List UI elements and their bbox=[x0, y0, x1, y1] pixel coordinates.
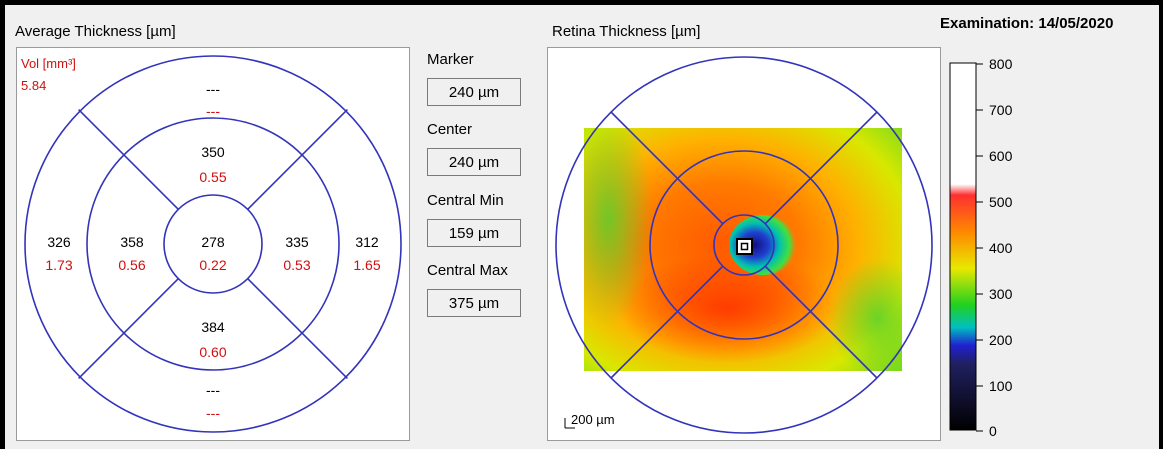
scale-bar-label: 200 µm bbox=[571, 412, 615, 427]
scale-tick-700: 700 bbox=[989, 102, 1013, 118]
thickness-map: 200 µm bbox=[555, 56, 933, 434]
outer-top-thickness: --- bbox=[206, 81, 220, 97]
outer-left-volume: 1.73 bbox=[45, 257, 72, 273]
color-scale: 800 700 600 500 400 300 200 100 0 bbox=[949, 56, 1013, 439]
inner-right-volume: 0.53 bbox=[283, 257, 310, 273]
thickness-heatmap bbox=[584, 128, 902, 371]
scale-tick-300: 300 bbox=[989, 286, 1013, 302]
outer-right-volume: 1.65 bbox=[353, 257, 380, 273]
marker-value: 240 µm bbox=[427, 78, 521, 106]
outer-bottom-volume: --- bbox=[206, 405, 220, 421]
scale-tick-800: 800 bbox=[989, 56, 1013, 72]
scale-tick-600: 600 bbox=[989, 148, 1013, 164]
outer-left-thickness: 326 bbox=[47, 234, 71, 250]
central-max-value: 375 µm bbox=[427, 289, 521, 317]
center-marker[interactable] bbox=[736, 238, 753, 255]
outer-right-thickness: 312 bbox=[355, 234, 379, 250]
inner-left-thickness: 358 bbox=[120, 234, 144, 250]
inner-right-thickness: 335 bbox=[285, 234, 309, 250]
scale-tick-500: 500 bbox=[989, 194, 1013, 210]
center-thickness: 278 bbox=[201, 234, 225, 250]
inner-top-volume: 0.55 bbox=[199, 169, 226, 185]
scale-tick-0: 0 bbox=[989, 423, 997, 439]
outer-bottom-thickness: --- bbox=[206, 382, 220, 398]
inner-left-volume: 0.56 bbox=[118, 257, 145, 273]
scale-tick-400: 400 bbox=[989, 240, 1013, 256]
color-scale-bar bbox=[949, 62, 977, 431]
thickness-report-window: Average Thickness [µm] Vol [mm³] 5.84 --… bbox=[5, 5, 1159, 449]
retina-thickness-panel[interactable]: 200 µm bbox=[547, 47, 941, 441]
outer-top-volume: --- bbox=[206, 103, 220, 119]
vol-total: 5.84 bbox=[21, 78, 46, 93]
inner-bottom-thickness: 384 bbox=[201, 319, 225, 335]
center-volume: 0.22 bbox=[199, 257, 226, 273]
center-label: Center bbox=[427, 121, 473, 138]
etdrs-grid: Vol [mm³] 5.84 --- --- 350 0.55 326 1.73… bbox=[21, 55, 402, 433]
retina-thickness-title: Retina Thickness [µm] bbox=[552, 23, 701, 40]
central-min-label: Central Min bbox=[427, 192, 504, 209]
central-min-value: 159 µm bbox=[427, 219, 521, 247]
scale-bar-icon bbox=[564, 418, 575, 429]
central-max-label: Central Max bbox=[427, 262, 508, 279]
grid-lines bbox=[24, 55, 402, 433]
map-grid-lines bbox=[555, 56, 933, 434]
inner-top-thickness: 350 bbox=[201, 144, 225, 160]
scale-tick-100: 100 bbox=[989, 378, 1013, 394]
examination-date: Examination: 14/05/2020 bbox=[940, 15, 1114, 32]
marker-label: Marker bbox=[427, 51, 474, 68]
color-scale-ticks bbox=[976, 63, 983, 432]
center-value: 240 µm bbox=[427, 148, 521, 176]
average-thickness-title: Average Thickness [µm] bbox=[15, 23, 176, 40]
inner-bottom-volume: 0.60 bbox=[199, 344, 226, 360]
average-thickness-panel: Vol [mm³] 5.84 --- --- 350 0.55 326 1.73… bbox=[16, 47, 410, 441]
vol-label: Vol [mm³] bbox=[21, 56, 76, 71]
scale-tick-200: 200 bbox=[989, 332, 1013, 348]
